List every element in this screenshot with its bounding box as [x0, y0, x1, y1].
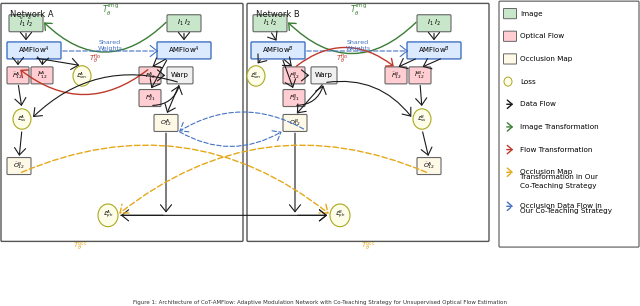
FancyBboxPatch shape [283, 67, 305, 84]
Text: $F_{12}^B$: $F_{12}^B$ [289, 70, 300, 81]
Text: $\tilde{F}_{12}^B$: $\tilde{F}_{12}^B$ [390, 70, 401, 81]
Circle shape [330, 204, 350, 227]
FancyBboxPatch shape [7, 158, 31, 174]
FancyBboxPatch shape [417, 158, 441, 174]
Text: $T_\theta^{\rm occ}$: $T_\theta^{\rm occ}$ [72, 241, 88, 253]
Text: $\mathcal{L}_{ph}^B$: $\mathcal{L}_{ph}^B$ [335, 209, 345, 221]
Text: $\hat{F}_{12}^A$: $\hat{F}_{12}^A$ [36, 70, 47, 81]
Text: Occlusion Map: Occlusion Map [520, 169, 572, 175]
Text: Optical Flow: Optical Flow [520, 33, 564, 39]
Circle shape [413, 109, 431, 129]
Text: $\tilde{I}_1\ \tilde{I}_2$: $\tilde{I}_1\ \tilde{I}_2$ [19, 17, 33, 29]
Text: $\mathrm{AMFlow}^B$: $\mathrm{AMFlow}^B$ [262, 45, 294, 56]
FancyBboxPatch shape [31, 67, 53, 84]
Text: $\mathcal{L}_{sm}^A$: $\mathcal{L}_{sm}^A$ [76, 71, 88, 81]
Text: $\hat{F}_{12}^{B\star}$: $\hat{F}_{12}^{B\star}$ [414, 70, 426, 81]
Text: $\mathcal{L}_{ph}^A$: $\mathcal{L}_{ph}^A$ [103, 209, 113, 221]
FancyBboxPatch shape [417, 15, 451, 32]
FancyBboxPatch shape [407, 42, 461, 59]
Text: Our Co-Teaching Strategy: Our Co-Teaching Strategy [520, 208, 612, 214]
Text: $F_{21}^B$: $F_{21}^B$ [289, 93, 300, 103]
Text: Occlusion Map: Occlusion Map [520, 56, 572, 62]
Text: $\mathcal{L}_{ss}^A$: $\mathcal{L}_{ss}^A$ [17, 114, 27, 125]
Text: $\mathrm{AMFlow}^A$: $\mathrm{AMFlow}^A$ [168, 45, 200, 56]
Circle shape [504, 77, 512, 86]
Text: Image Transformation: Image Transformation [520, 124, 598, 130]
Text: $T_\theta^{\rm img}$: $T_\theta^{\rm img}$ [102, 2, 118, 18]
FancyBboxPatch shape [7, 42, 61, 59]
Text: Warp: Warp [171, 72, 189, 78]
FancyBboxPatch shape [139, 67, 161, 84]
FancyBboxPatch shape [251, 42, 305, 59]
Text: $O_{12}^A$: $O_{12}^A$ [160, 118, 172, 128]
Text: Occlusion Data Flow in: Occlusion Data Flow in [520, 203, 602, 209]
Text: $\mathcal{L}_{sm}^B$: $\mathcal{L}_{sm}^B$ [250, 71, 262, 81]
FancyBboxPatch shape [504, 9, 516, 19]
Circle shape [247, 66, 265, 86]
Text: Figure 1: Architecture of CoT-AMFlow: Adaptive Modulation Network with Co-Teachi: Figure 1: Architecture of CoT-AMFlow: Ad… [133, 300, 507, 305]
FancyBboxPatch shape [167, 67, 193, 84]
FancyBboxPatch shape [154, 114, 178, 132]
Text: Warp: Warp [315, 72, 333, 78]
Circle shape [13, 109, 31, 129]
Text: $O_{12}^B$: $O_{12}^B$ [289, 118, 301, 128]
FancyBboxPatch shape [253, 15, 287, 32]
Text: $I_1\ I_2$: $I_1\ I_2$ [427, 18, 441, 28]
FancyBboxPatch shape [157, 42, 211, 59]
Circle shape [98, 204, 118, 227]
Text: $T_\theta^{\rm flo}$: $T_\theta^{\rm flo}$ [89, 52, 101, 65]
Text: Co-Teaching Strategy: Co-Teaching Strategy [520, 183, 596, 189]
FancyBboxPatch shape [247, 3, 489, 241]
Circle shape [73, 66, 91, 86]
Text: $I_1\ I_2$: $I_1\ I_2$ [177, 18, 191, 28]
Text: $\tilde{O}_{12}^B$: $\tilde{O}_{12}^B$ [13, 161, 25, 171]
Text: $T_\theta^{\rm occ}$: $T_\theta^{\rm occ}$ [360, 241, 376, 253]
Text: $F_{12}^A$: $F_{12}^A$ [145, 70, 156, 81]
FancyBboxPatch shape [1, 3, 243, 241]
Text: Transformation in Our: Transformation in Our [520, 174, 598, 180]
Text: Image: Image [520, 11, 543, 17]
FancyBboxPatch shape [504, 31, 516, 41]
Text: $F_{21}^A$: $F_{21}^A$ [145, 93, 156, 103]
Text: $T_\theta^{\rm img}$: $T_\theta^{\rm img}$ [349, 2, 367, 18]
Text: Shared
Weights: Shared Weights [346, 40, 371, 51]
Text: Network B: Network B [256, 10, 300, 19]
FancyBboxPatch shape [385, 67, 407, 84]
Text: $\mathrm{AMFlow}^B$: $\mathrm{AMFlow}^B$ [418, 45, 450, 56]
Text: $\mathcal{L}_{ss}^B$: $\mathcal{L}_{ss}^B$ [417, 114, 427, 125]
FancyBboxPatch shape [499, 1, 639, 247]
FancyBboxPatch shape [283, 90, 305, 106]
Text: $I_1\ I_2$: $I_1\ I_2$ [263, 18, 277, 28]
Text: Flow Transformation: Flow Transformation [520, 147, 593, 153]
FancyBboxPatch shape [139, 90, 161, 106]
Text: $T_\theta^{\rm flo}$: $T_\theta^{\rm flo}$ [336, 52, 348, 65]
FancyBboxPatch shape [409, 67, 431, 84]
FancyBboxPatch shape [167, 15, 201, 32]
Text: Loss: Loss [520, 79, 536, 84]
FancyBboxPatch shape [504, 54, 516, 64]
FancyBboxPatch shape [9, 15, 43, 32]
Text: $\tilde{F}_{12}^{A\star}$: $\tilde{F}_{12}^{A\star}$ [12, 70, 24, 81]
FancyBboxPatch shape [283, 114, 307, 132]
Text: Shared
Weights: Shared Weights [97, 40, 123, 51]
FancyBboxPatch shape [7, 67, 29, 84]
Text: $\mathrm{AMFlow}^A$: $\mathrm{AMFlow}^A$ [18, 45, 50, 56]
Text: Network A: Network A [10, 10, 54, 19]
FancyBboxPatch shape [311, 67, 337, 84]
Text: $\tilde{O}_{12}^A$: $\tilde{O}_{12}^A$ [423, 161, 435, 171]
Text: Data Flow: Data Flow [520, 101, 556, 107]
